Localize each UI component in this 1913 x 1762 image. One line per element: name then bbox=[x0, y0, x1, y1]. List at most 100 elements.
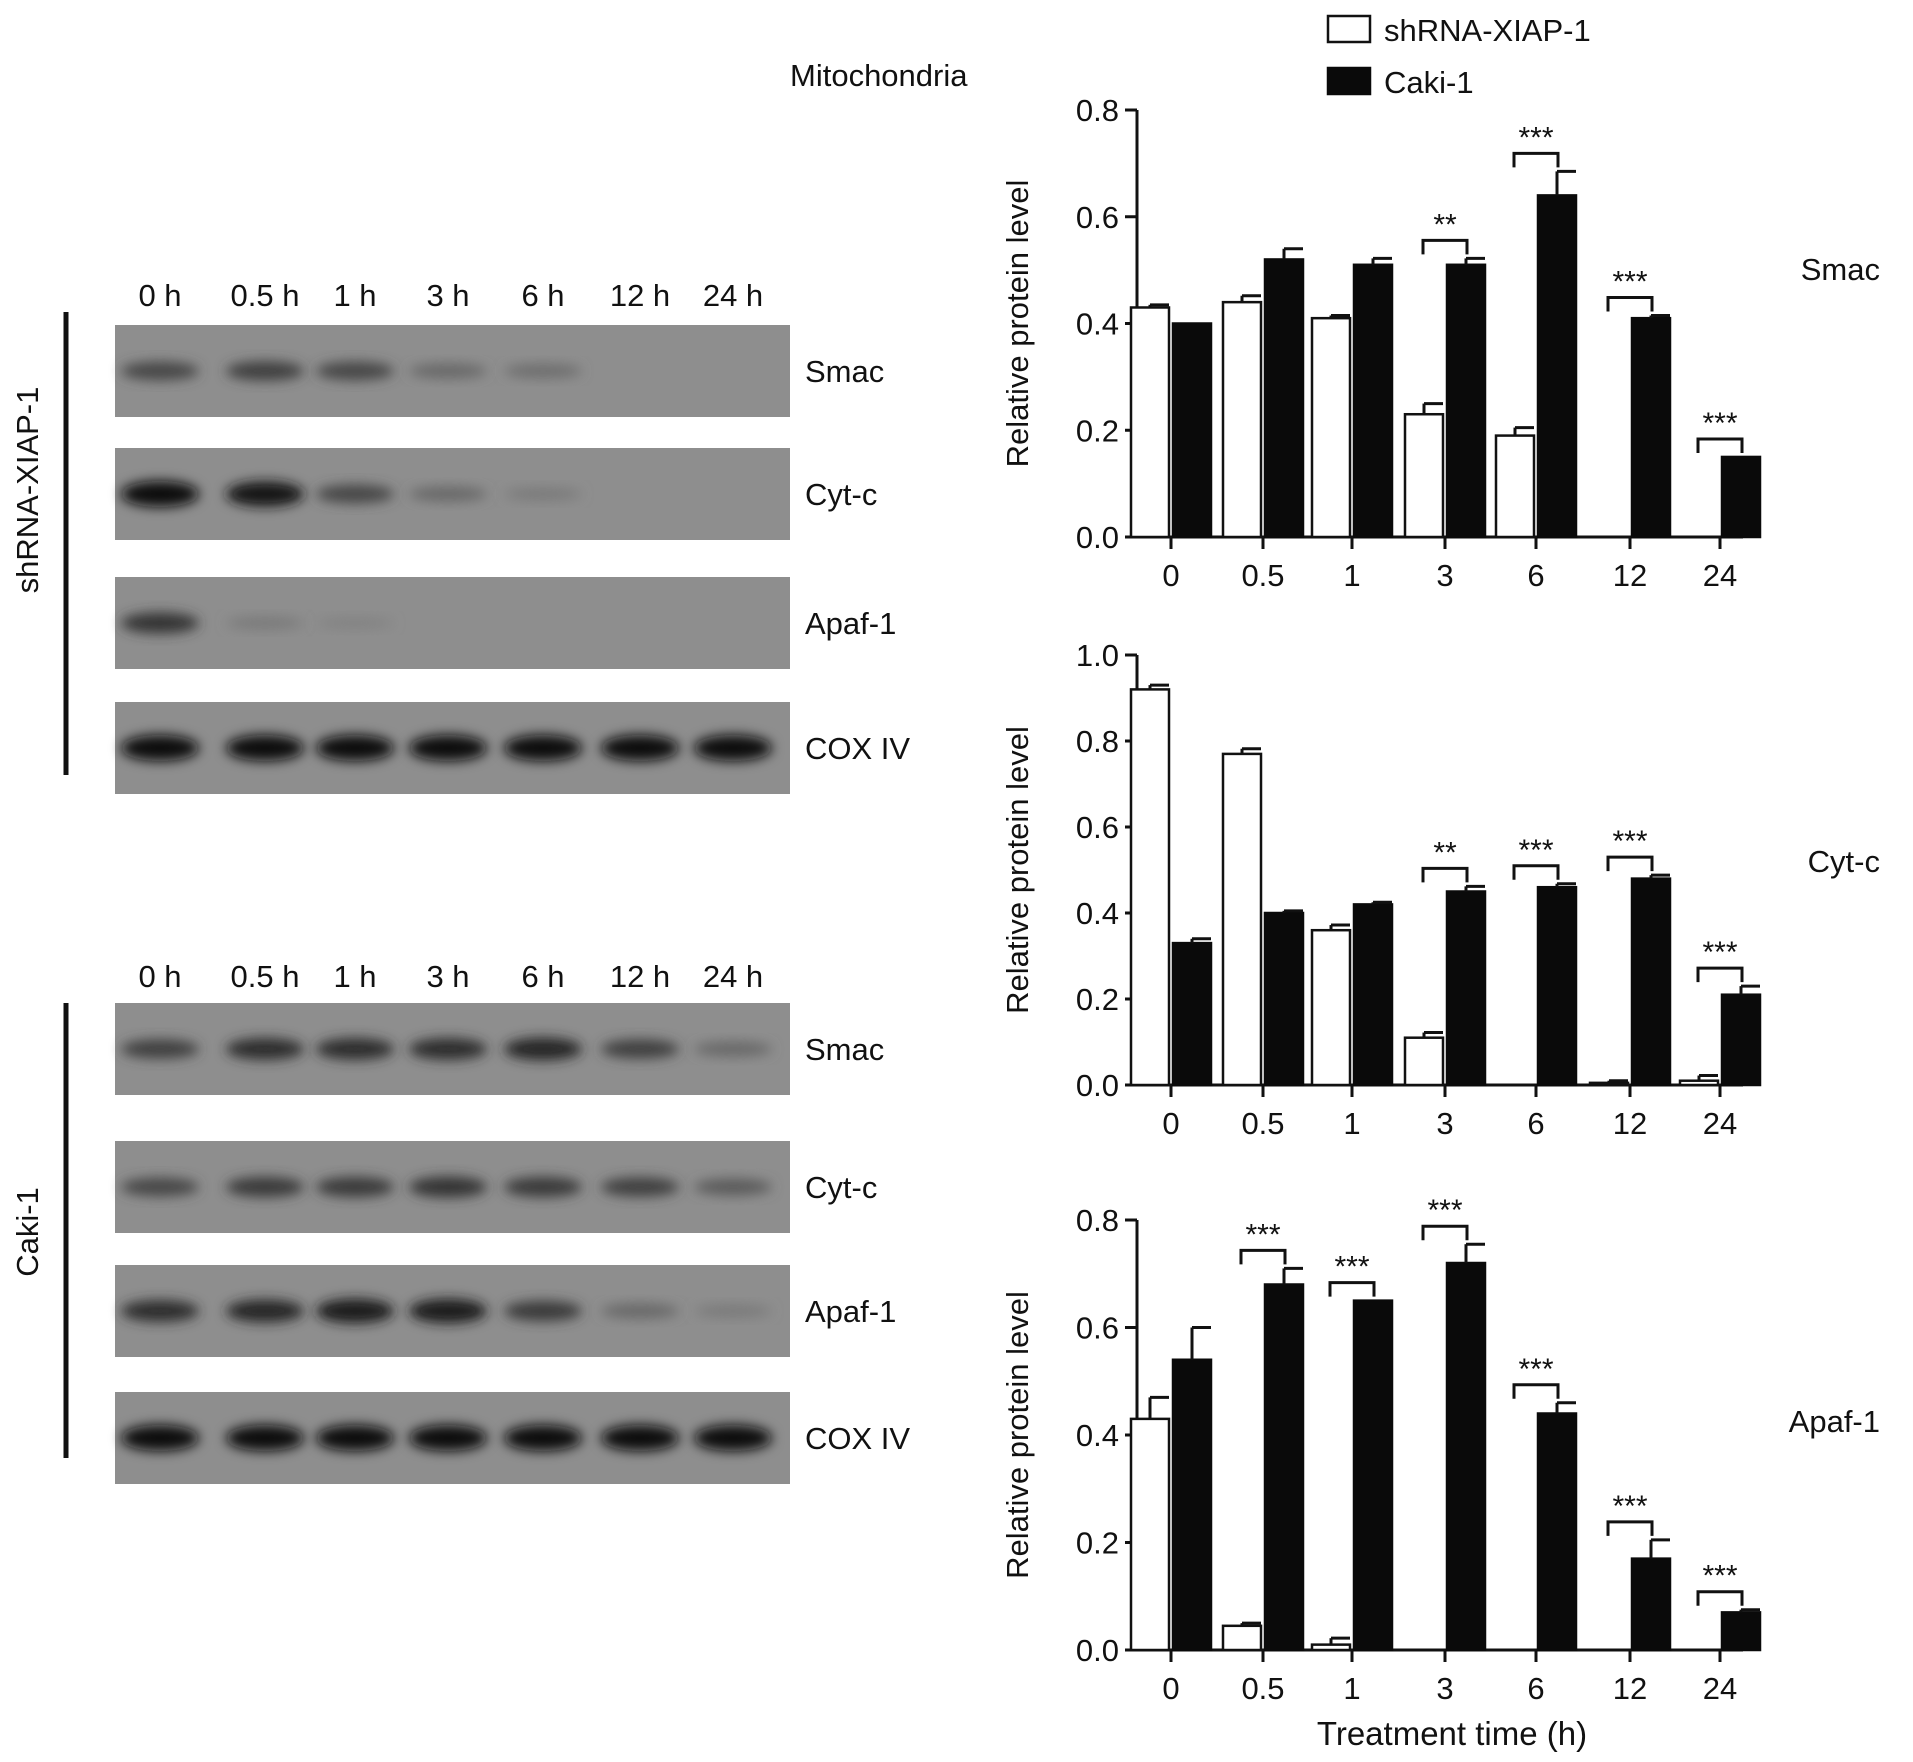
blot-strip bbox=[115, 448, 790, 540]
bar bbox=[1445, 890, 1487, 1087]
blot-band bbox=[121, 361, 199, 381]
bar bbox=[1494, 434, 1536, 539]
significance-mark: *** bbox=[1245, 1218, 1280, 1251]
blot-time-label: 0.5 h bbox=[231, 278, 300, 313]
blot-band bbox=[226, 481, 304, 507]
significance-mark: ** bbox=[1433, 836, 1457, 869]
blot-band bbox=[504, 364, 582, 378]
blot-band bbox=[409, 1298, 487, 1324]
blot-time-label: 1 h bbox=[333, 959, 376, 994]
blot-band bbox=[121, 1425, 199, 1451]
blot-band bbox=[226, 735, 304, 761]
bar bbox=[1536, 885, 1578, 1087]
blot-strip bbox=[115, 577, 790, 669]
x-tick-label: 12 bbox=[1613, 1106, 1647, 1141]
bar bbox=[1171, 941, 1213, 1087]
significance-bracket bbox=[1512, 1383, 1560, 1399]
chart-side-label: Apaf-1 bbox=[1789, 1404, 1880, 1439]
legend-label-open: shRNA-XIAP-1 bbox=[1384, 13, 1591, 48]
blot-protein-label: Apaf-1 bbox=[805, 606, 896, 641]
blot-band bbox=[409, 1038, 487, 1060]
legend-swatch-filled bbox=[1326, 66, 1372, 96]
blot-protein-label: Cyt-c bbox=[805, 1170, 877, 1205]
x-tick-label: 24 bbox=[1703, 1671, 1737, 1706]
blot-strip bbox=[115, 1392, 790, 1484]
x-tick-label: 6 bbox=[1527, 558, 1544, 593]
bar bbox=[1630, 316, 1672, 539]
blot-band bbox=[601, 1303, 679, 1319]
blot-band bbox=[121, 735, 199, 761]
blot-time-label: 3 h bbox=[426, 278, 469, 313]
blot-protein-label: Smac bbox=[805, 354, 884, 389]
blot-protein-label: Smac bbox=[805, 1032, 884, 1067]
significance-bracket bbox=[1696, 1590, 1744, 1606]
blot-time-label: 24 h bbox=[703, 959, 763, 994]
blot-band bbox=[601, 1177, 679, 1197]
blot-band bbox=[316, 1038, 394, 1060]
bar bbox=[1171, 1358, 1213, 1652]
y-tick-label: 0.6 bbox=[1076, 1311, 1119, 1346]
blot-band bbox=[694, 1425, 772, 1451]
bar bbox=[1536, 1412, 1578, 1652]
blot-protein-label: COX IV bbox=[805, 1421, 910, 1456]
x-tick-label: 12 bbox=[1613, 1671, 1647, 1706]
blot-band bbox=[316, 484, 394, 504]
blot-band bbox=[316, 617, 394, 629]
significance-mark: *** bbox=[1702, 936, 1737, 969]
blot-time-label: 12 h bbox=[610, 959, 670, 994]
blot-time-label: 1 h bbox=[333, 278, 376, 313]
significance-bracket bbox=[1421, 238, 1469, 255]
blot-protein-label: Apaf-1 bbox=[805, 1294, 896, 1329]
blot-band bbox=[121, 1177, 199, 1197]
x-tick-label: 0.5 bbox=[1241, 558, 1284, 593]
bar bbox=[1263, 1283, 1305, 1652]
blot-time-label: 24 h bbox=[703, 278, 763, 313]
y-tick-label: 0.4 bbox=[1076, 1418, 1119, 1453]
blot-strip bbox=[115, 1141, 790, 1233]
section-label: Mitochondria bbox=[790, 58, 968, 93]
blot-band bbox=[226, 1038, 304, 1060]
y-tick-label: 1.0 bbox=[1076, 638, 1119, 673]
significance-mark: *** bbox=[1518, 834, 1553, 867]
blot-band bbox=[504, 1176, 582, 1198]
bar bbox=[1630, 1557, 1672, 1652]
western-blots: 0 h 0.5 h 1 h 3 h 6 h 12 h 24 h shRNA-XIAP-1 Sma… bbox=[10, 278, 910, 1484]
bar bbox=[1352, 903, 1394, 1087]
bar bbox=[1352, 263, 1394, 539]
y-axis-label: Relative protein level bbox=[1000, 726, 1035, 1014]
blot-band bbox=[601, 1425, 679, 1451]
significance-mark: *** bbox=[1612, 1490, 1647, 1523]
bar bbox=[1630, 877, 1672, 1087]
bar bbox=[1129, 688, 1171, 1087]
blot-band bbox=[316, 1176, 394, 1198]
blot-band bbox=[694, 735, 772, 761]
significance-bracket bbox=[1606, 295, 1654, 312]
legend: shRNA-XIAP-1 Caki-1 bbox=[1326, 13, 1591, 100]
bar bbox=[1221, 752, 1263, 1087]
y-axis-label: Relative protein level bbox=[1000, 1291, 1035, 1579]
significance-bracket bbox=[1421, 1224, 1469, 1241]
blot-time-label: 0 h bbox=[138, 278, 181, 313]
x-tick-label: 1 bbox=[1343, 1106, 1360, 1141]
significance-mark: *** bbox=[1334, 1251, 1369, 1284]
blot-band bbox=[121, 612, 199, 634]
bar bbox=[1536, 194, 1578, 539]
bar bbox=[1352, 1299, 1394, 1652]
chart-side-label: Cyt-c bbox=[1808, 844, 1880, 879]
blot-band bbox=[226, 361, 304, 381]
y-tick-label: 0.4 bbox=[1076, 896, 1119, 931]
bar bbox=[1310, 316, 1352, 539]
legend-swatch-open bbox=[1326, 14, 1372, 44]
blot-band bbox=[504, 1037, 582, 1061]
bar bbox=[1129, 306, 1171, 539]
blot-band bbox=[409, 363, 487, 379]
x-tick-label: 3 bbox=[1436, 1106, 1453, 1141]
bar bbox=[1445, 1261, 1487, 1652]
blot-strip bbox=[115, 702, 790, 794]
bar bbox=[1310, 1643, 1352, 1652]
x-tick-label: 3 bbox=[1436, 558, 1453, 593]
bar bbox=[1720, 455, 1762, 539]
significance-mark: *** bbox=[1518, 1353, 1553, 1386]
blot-band bbox=[121, 481, 199, 507]
